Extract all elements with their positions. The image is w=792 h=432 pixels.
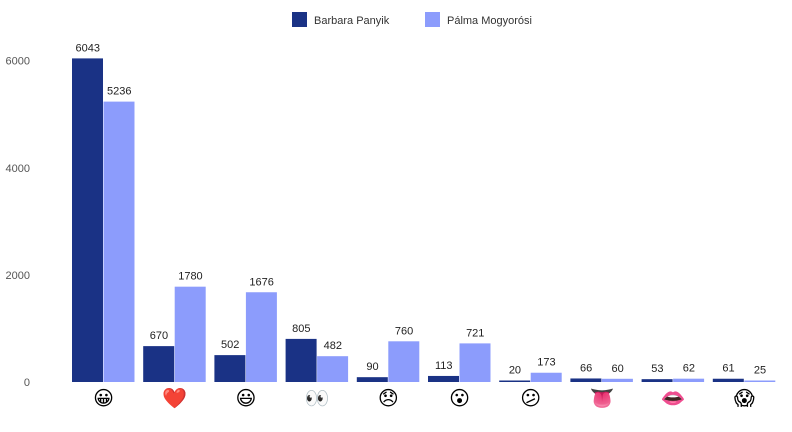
data-label-series-1: 670 — [150, 330, 168, 342]
grinning-face-icon: 😀 — [93, 386, 114, 410]
grinning-face-big-eyes-icon: 😃 — [235, 386, 256, 410]
data-label-series-1: 61 — [722, 363, 734, 375]
bar-series-2 — [673, 378, 705, 382]
data-label-series-2: 482 — [324, 340, 342, 352]
tongue-icon: 👅 — [589, 386, 614, 410]
data-label-series-2: 1676 — [249, 276, 273, 288]
bar-series-2 — [744, 380, 776, 382]
bar-series-1 — [143, 346, 175, 382]
red-heart-icon: ❤️ — [162, 386, 187, 410]
bar-series-1 — [356, 377, 388, 382]
x-axis: 😀 ❤️ 😃 👀 😞 😮 😕 👅 👄 😱 — [93, 386, 755, 410]
data-label-series-1: 805 — [292, 323, 310, 335]
bar-series-2 — [174, 286, 206, 382]
legend: Barbara Panyik Pálma Mogyorósi — [292, 12, 532, 27]
y-tick-label: 0 — [24, 377, 30, 389]
bar-series-1 — [641, 379, 673, 382]
legend-label-series-2: Pálma Mogyorósi — [447, 15, 532, 27]
bar-series-1 — [712, 378, 744, 382]
bars — [72, 58, 776, 383]
data-labels: 6043 5236 670 1780 502 1676 805 482 90 760 113 721 2… — [76, 42, 767, 376]
legend-swatch-series-2 — [425, 12, 440, 27]
data-label-series-2: 760 — [395, 325, 413, 337]
bar-series-2 — [388, 341, 420, 382]
data-label-series-2: 60 — [612, 363, 624, 375]
open-mouth-face-icon: 😮 — [449, 386, 470, 410]
y-axis: 0 2000 4000 6000 — [6, 56, 30, 389]
data-label-series-2: 5236 — [107, 86, 131, 98]
y-tick-label: 4000 — [6, 163, 30, 175]
legend-swatch-series-1 — [292, 12, 307, 27]
data-label-series-1: 6043 — [76, 42, 100, 54]
data-label-series-1: 66 — [580, 362, 592, 374]
bar-series-2 — [103, 101, 135, 383]
data-label-series-1: 53 — [651, 363, 663, 375]
bar-series-2 — [459, 343, 491, 382]
data-label-series-2: 173 — [537, 357, 555, 369]
y-tick-label: 6000 — [6, 56, 30, 68]
data-label-series-1: 90 — [366, 361, 378, 373]
bar-series-2 — [601, 378, 633, 382]
data-label-series-1: 502 — [221, 339, 239, 351]
data-label-series-2: 1780 — [178, 271, 202, 283]
screaming-face-icon: 😱 — [734, 386, 755, 410]
confused-face-icon: 😕 — [520, 386, 541, 410]
bar-series-1 — [285, 338, 317, 382]
bar-series-1 — [570, 378, 602, 382]
mouth-icon: 👄 — [661, 386, 686, 410]
data-label-series-2: 62 — [683, 363, 695, 375]
bar-series-1 — [214, 355, 246, 382]
y-tick-label: 2000 — [6, 270, 30, 282]
bar-series-1 — [428, 375, 459, 382]
disappointed-face-icon: 😞 — [378, 386, 399, 410]
bar-series-2 — [530, 372, 562, 382]
data-label-series-2: 25 — [754, 365, 766, 377]
eyes-icon: 👀 — [305, 386, 330, 410]
bar-series-1 — [499, 380, 531, 382]
bar-series-2 — [317, 356, 349, 382]
legend-label-series-1: Barbara Panyik — [314, 15, 390, 27]
data-label-series-2: 721 — [466, 327, 484, 339]
bar-series-2 — [245, 292, 277, 382]
data-label-series-1: 113 — [435, 360, 453, 372]
data-label-series-1: 20 — [509, 365, 521, 377]
bar-series-1 — [72, 58, 103, 383]
